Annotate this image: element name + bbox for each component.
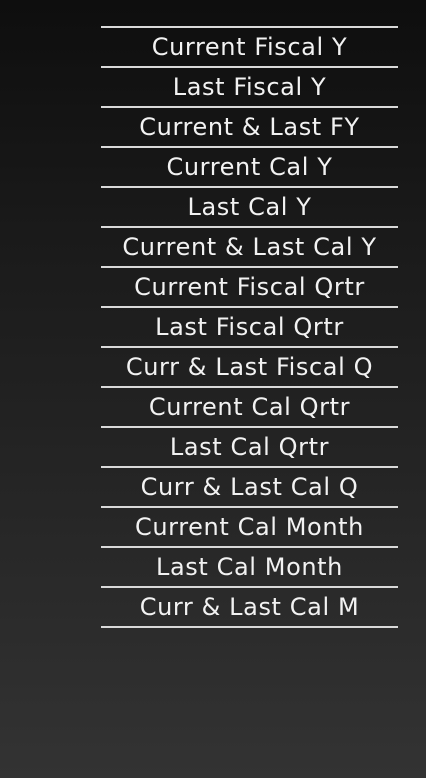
period-item-current-calendar-year[interactable]: Current Cal Y (101, 148, 398, 188)
period-item-last-fiscal-quarter[interactable]: Last Fiscal Qrtr (101, 308, 398, 348)
period-item-current-calendar-month[interactable]: Current Cal Month (101, 508, 398, 548)
period-selection-menu: Current Fiscal Y Last Fiscal Y Current &… (101, 26, 398, 628)
period-item-current-and-last-calendar-month[interactable]: Curr & Last Cal M (101, 588, 398, 628)
period-item-current-and-last-calendar-quarter[interactable]: Curr & Last Cal Q (101, 468, 398, 508)
period-item-current-fiscal-quarter[interactable]: Current Fiscal Qrtr (101, 268, 398, 308)
period-item-last-calendar-month[interactable]: Last Cal Month (101, 548, 398, 588)
period-item-current-calendar-quarter[interactable]: Current Cal Qrtr (101, 388, 398, 428)
period-item-last-fiscal-year[interactable]: Last Fiscal Y (101, 68, 398, 108)
period-item-current-and-last-calendar-year[interactable]: Current & Last Cal Y (101, 228, 398, 268)
period-item-current-fiscal-year[interactable]: Current Fiscal Y (101, 28, 398, 68)
period-item-current-and-last-fiscal-year[interactable]: Current & Last FY (101, 108, 398, 148)
period-item-last-calendar-year[interactable]: Last Cal Y (101, 188, 398, 228)
period-item-last-calendar-quarter[interactable]: Last Cal Qrtr (101, 428, 398, 468)
period-item-current-and-last-fiscal-quarter[interactable]: Curr & Last Fiscal Q (101, 348, 398, 388)
